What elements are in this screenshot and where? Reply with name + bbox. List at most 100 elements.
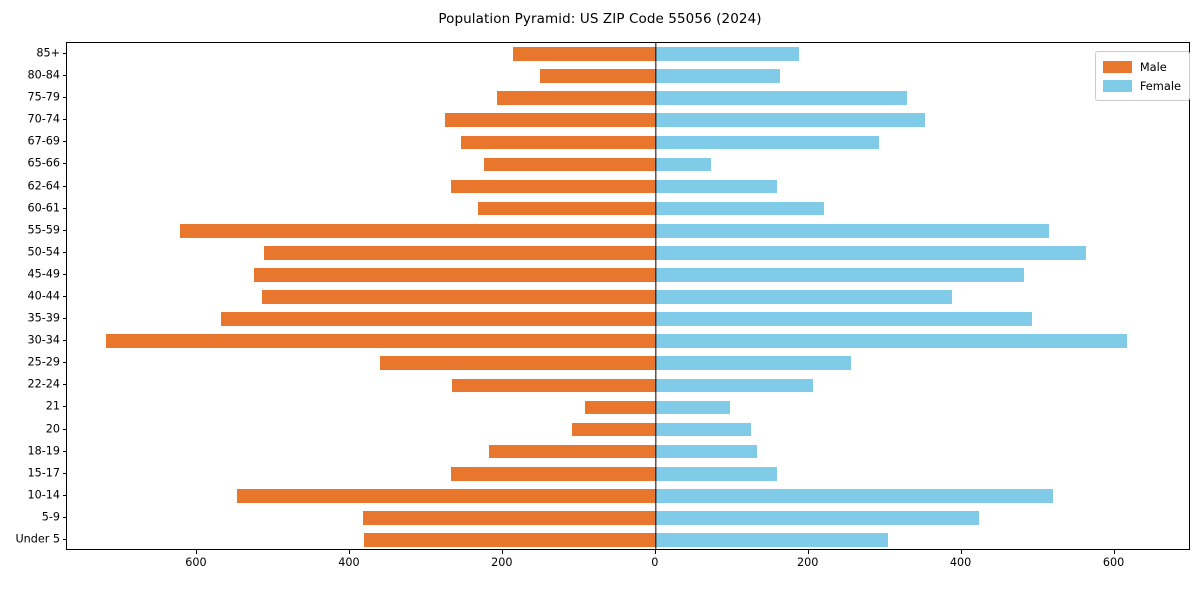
bar-female-under-5 — [655, 533, 889, 547]
ytick-mark — [62, 494, 66, 496]
bar-row — [67, 201, 1189, 216]
xtick-label: 600 — [185, 556, 207, 569]
ytick-mark — [62, 296, 66, 297]
bar-row — [67, 69, 1189, 83]
ytick-mark — [62, 428, 66, 430]
bar-row — [67, 422, 1189, 437]
ytick-label-65-66: 65-66 — [27, 156, 60, 170]
bar-male-25-29 — [379, 356, 656, 371]
xtick-label: 0 — [651, 556, 659, 569]
bar-female-5-9 — [655, 511, 980, 525]
ytick-mark — [62, 340, 66, 342]
ytick-label-50-54: 50-54 — [27, 245, 60, 259]
xtick-mark — [348, 550, 350, 554]
bar-row — [67, 223, 1189, 238]
ytick-label-40-44: 40-44 — [27, 289, 60, 303]
bar-male-35-39 — [221, 312, 656, 326]
xtick-mark — [654, 550, 656, 554]
bar-row — [67, 488, 1189, 503]
ytick-label-25-29: 25-29 — [27, 355, 60, 369]
bar-male-20 — [572, 422, 656, 437]
bar-row — [67, 47, 1189, 61]
xtick-label: 400 — [949, 556, 972, 569]
bars-layer — [67, 43, 1189, 549]
ytick-mark — [62, 251, 66, 253]
ytick-label-85-: 85+ — [36, 46, 60, 60]
bar-row — [67, 91, 1189, 106]
bar-female-55-59 — [655, 223, 1049, 238]
xtick-mark — [807, 550, 809, 554]
bar-row — [67, 444, 1189, 459]
ytick-label-18-19: 18-19 — [27, 444, 60, 458]
legend-label: Male — [1139, 59, 1167, 74]
xtick-mark — [501, 550, 503, 554]
bar-row — [67, 356, 1189, 371]
ytick-label-under-5: Under 5 — [15, 532, 60, 546]
bar-row — [67, 290, 1189, 304]
ytick-mark — [62, 75, 66, 77]
ytick-mark — [62, 53, 66, 55]
bar-male-5-9 — [362, 511, 656, 525]
page-title: Population Pyramid: US ZIP Code 55056 (2… — [438, 11, 762, 27]
bar-female-67-69 — [655, 135, 880, 150]
ytick-mark — [62, 229, 66, 231]
ytick-mark — [62, 141, 66, 143]
bar-male-15-17 — [450, 466, 656, 481]
ytick-mark — [62, 472, 66, 474]
bar-row — [67, 533, 1189, 547]
chart-legend: Male Female — [1094, 51, 1190, 101]
bar-female-25-29 — [655, 356, 851, 371]
bar-male-18-19 — [489, 444, 656, 459]
legend-swatch-male-icon — [1102, 60, 1132, 73]
ytick-label-5-9: 5-9 — [41, 510, 60, 524]
legend-label: Female — [1139, 78, 1181, 93]
legend-entry-female[interactable]: Female — [1102, 76, 1181, 95]
ytick-label-55-59: 55-59 — [27, 223, 60, 237]
ytick-mark — [62, 362, 66, 364]
legend-entry-male[interactable]: Male — [1102, 57, 1181, 76]
ytick-label-20: 20 — [45, 422, 60, 436]
bar-female-15-17 — [655, 466, 778, 481]
bar-male-45-49 — [254, 268, 656, 282]
ytick-label-62-64: 62-64 — [27, 179, 60, 193]
bar-female-45-49 — [655, 268, 1025, 282]
bar-row — [67, 179, 1189, 194]
zero-axis-line — [655, 43, 657, 549]
ytick-mark — [62, 97, 66, 99]
bar-female-40-44 — [655, 290, 952, 304]
bar-male-80-84 — [539, 69, 656, 83]
bar-female-20 — [655, 422, 751, 437]
bar-female-21 — [655, 400, 730, 415]
xtick-label: 200 — [491, 556, 513, 569]
bar-row — [67, 378, 1189, 393]
bar-female-70-74 — [655, 113, 925, 128]
bar-row — [67, 268, 1189, 282]
ytick-mark — [62, 185, 66, 187]
ytick-label-70-74: 70-74 — [27, 112, 60, 126]
bar-male-50-54 — [263, 245, 656, 260]
bar-row — [67, 334, 1189, 348]
bar-female-22-24 — [655, 378, 814, 393]
ytick-mark — [62, 516, 66, 518]
bar-female-35-39 — [655, 312, 1032, 326]
bar-male-21 — [584, 400, 656, 415]
xtick-label: 200 — [796, 556, 819, 569]
bar-female-65-66 — [655, 157, 711, 172]
xtick-label: 400 — [338, 556, 360, 569]
bar-female-18-19 — [655, 444, 757, 459]
bar-male-30-34 — [105, 334, 656, 348]
ytick-label-60-61: 60-61 — [27, 201, 60, 215]
bar-male-85- — [512, 47, 656, 61]
bar-male-60-61 — [478, 201, 656, 216]
bar-male-67-69 — [460, 135, 656, 150]
plot-area — [66, 42, 1190, 550]
ytick-mark — [62, 163, 66, 165]
ytick-label-67-69: 67-69 — [27, 134, 60, 148]
ytick-mark — [62, 318, 66, 320]
ytick-mark — [62, 207, 66, 209]
bar-row — [67, 400, 1189, 415]
bar-row — [67, 157, 1189, 172]
xtick-mark — [195, 550, 197, 554]
bar-female-80-84 — [655, 69, 781, 83]
